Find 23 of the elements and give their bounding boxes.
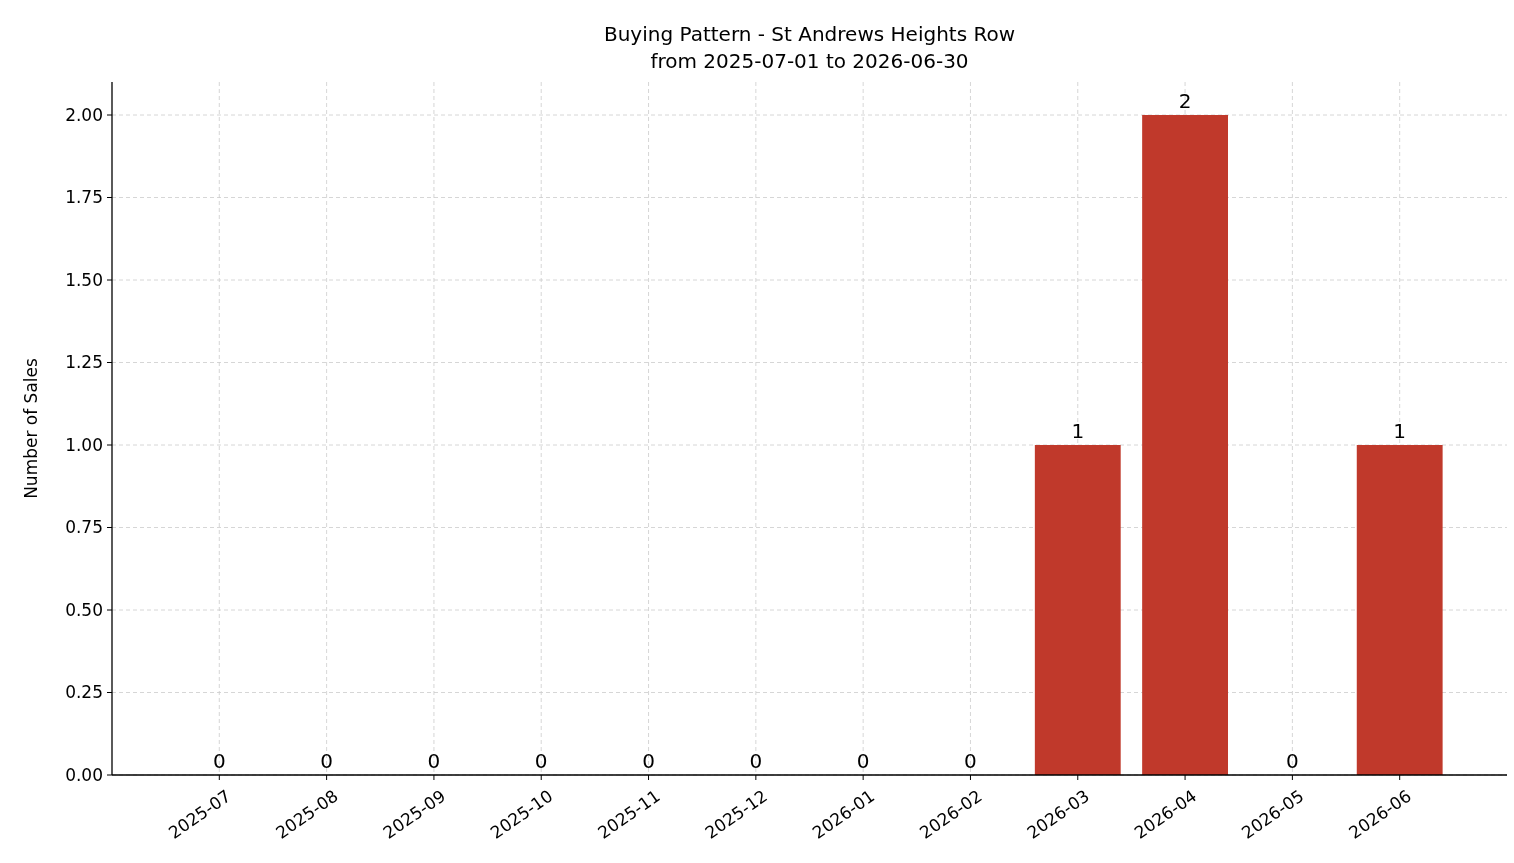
y-axis-title: Number of Sales	[21, 357, 41, 499]
data-label: 0	[427, 749, 441, 773]
y-tick-label: 1.25	[65, 352, 103, 373]
y-tick-label: 2.00	[65, 104, 103, 125]
y-tick-label: 0.25	[65, 682, 103, 703]
data-label: 0	[964, 749, 977, 773]
data-label: 0	[320, 749, 333, 773]
data-label: 0	[749, 749, 763, 773]
chart-title: Buying Pattern - St Andrews Heights Row from 2025-07-01 to 2026-06-30	[603, 22, 1016, 73]
y-tick-label: 1.50	[65, 269, 103, 290]
data-label: 0	[534, 749, 548, 773]
data-label: 2	[1178, 89, 1192, 113]
data-label: 1	[1393, 419, 1407, 443]
data-label: 0	[1286, 749, 1299, 773]
y-tick-label: 0.75	[65, 517, 103, 538]
data-label: 0	[856, 749, 870, 773]
data-label: 1	[1071, 419, 1085, 443]
y-tick-label: 0.50	[65, 599, 103, 620]
data-label: 0	[642, 749, 655, 773]
y-tick-label: 1.75	[65, 187, 103, 208]
y-tick-label: 0.00	[65, 764, 103, 785]
y-tick-label: 1.00	[65, 434, 103, 455]
data-label: 0	[212, 749, 226, 773]
